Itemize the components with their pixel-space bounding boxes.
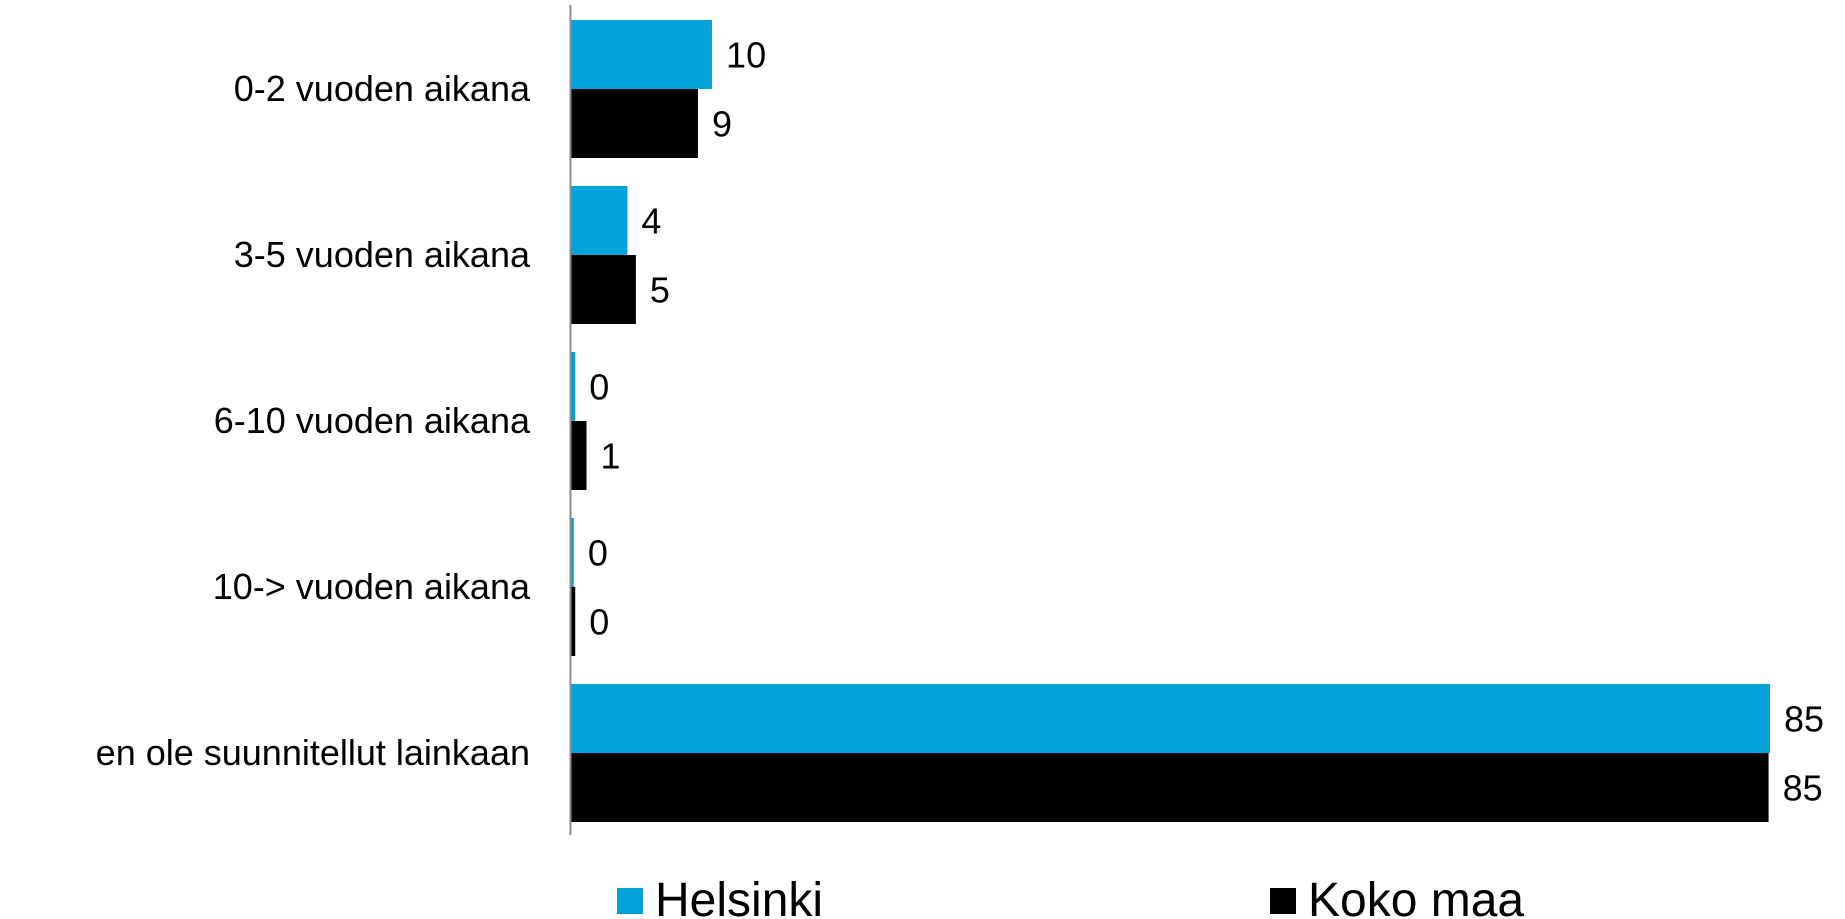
data-label-koko-maa-2: 1 (601, 436, 621, 477)
bar-koko-maa-1 (571, 255, 636, 324)
bar-koko-maa-2 (571, 421, 587, 490)
category-label-1: 3-5 vuoden aikana (234, 234, 531, 275)
legend-label-koko-maa: Koko maa (1308, 874, 1524, 919)
category-label-2: 6-10 vuoden aikana (214, 400, 531, 441)
data-label-helsinki-2: 0 (589, 367, 609, 408)
category-label-4: en ole suunnitellut lainkaan (96, 732, 530, 773)
data-label-helsinki-4: 85 (1784, 699, 1824, 740)
bar-helsinki-3 (571, 518, 574, 587)
data-label-koko-maa-4: 85 (1783, 768, 1823, 809)
legend: Helsinki Koko maa (617, 874, 1524, 919)
data-label-koko-maa-1: 5 (650, 270, 670, 311)
data-label-helsinki-3: 0 (588, 533, 608, 574)
data-label-koko-maa-3: 0 (589, 602, 609, 643)
data-label-koko-maa-0: 9 (712, 104, 732, 145)
bar-helsinki-2 (571, 352, 576, 421)
legend-swatch-helsinki (617, 888, 643, 914)
data-label-helsinki-0: 10 (726, 35, 766, 76)
bar-koko-maa-0 (571, 89, 698, 158)
legend-label-helsinki: Helsinki (655, 874, 823, 919)
legend-swatch-koko-maa (1270, 888, 1296, 914)
data-label-helsinki-1: 4 (641, 201, 661, 242)
category-label-3: 10-> vuoden aikana (213, 566, 531, 607)
bar-helsinki-1 (571, 186, 628, 255)
bar-koko-maa-3 (571, 587, 576, 656)
bar-helsinki-4 (571, 684, 1770, 753)
category-label-0: 0-2 vuoden aikana (234, 68, 531, 109)
bars-layer (571, 20, 1770, 822)
bar-koko-maa-4 (571, 753, 1769, 822)
bar-helsinki-0 (571, 20, 713, 89)
